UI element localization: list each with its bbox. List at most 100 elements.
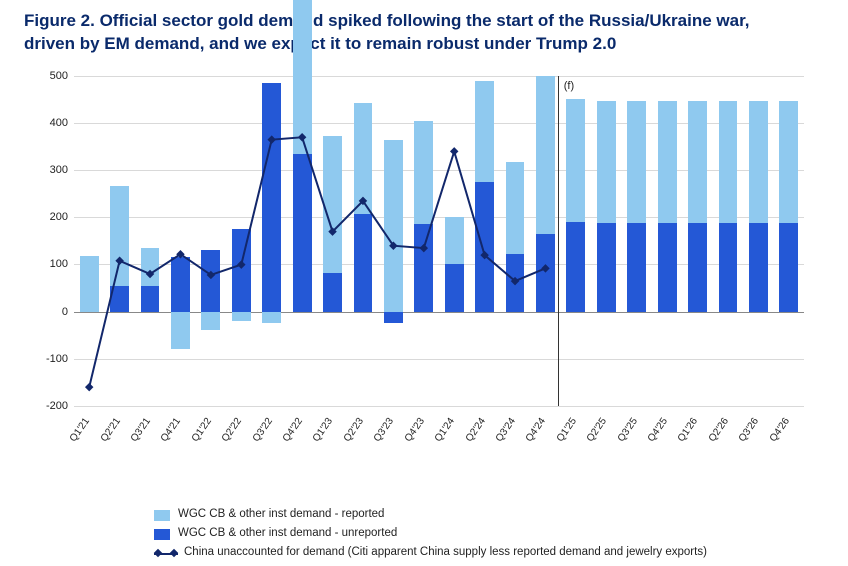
bar-group <box>749 76 768 406</box>
x-tick-label: Q2'25 <box>585 416 609 444</box>
y-axis: -200-1000100200300400500 <box>24 76 72 406</box>
bar-group <box>475 76 494 406</box>
bar-segment-reported <box>719 101 738 223</box>
bar-segment-unreported <box>658 223 677 312</box>
bar-segment-unreported <box>597 223 616 312</box>
bar-segment-unreported <box>779 223 798 312</box>
y-tick-label: 100 <box>50 258 68 270</box>
forecast-label: (f) <box>564 80 574 92</box>
legend-swatch-unreported <box>154 529 170 540</box>
bar-segment-unreported <box>749 223 768 312</box>
bar-segment-reported <box>232 312 251 321</box>
bar-segment-reported <box>293 0 312 154</box>
bar-group <box>719 76 738 406</box>
bar-segment-reported <box>627 101 646 223</box>
bar-segment-unreported <box>171 257 190 311</box>
bar-segment-unreported <box>688 223 707 312</box>
x-tick-label: Q1'25 <box>555 416 579 444</box>
bar-segment-unreported <box>506 254 525 312</box>
bar-segment-reported <box>171 312 190 350</box>
bar-segment-reported <box>566 99 585 222</box>
x-tick-label: Q4'26 <box>768 416 792 444</box>
legend-label-reported: WGC CB & other inst demand - reported <box>178 508 384 520</box>
bar-group <box>232 76 251 406</box>
x-tick-label: Q2'21 <box>98 416 122 444</box>
x-tick-label: Q4'22 <box>281 416 305 444</box>
x-tick-label: Q4'24 <box>524 416 548 444</box>
bar-group <box>597 76 616 406</box>
x-tick-label: Q1'23 <box>311 416 335 444</box>
bar-group <box>141 76 160 406</box>
bar-segment-reported <box>201 312 220 331</box>
bar-segment-unreported <box>719 223 738 312</box>
bar-segment-unreported <box>475 182 494 312</box>
legend-label-china-line: China unaccounted for demand (Citi appar… <box>184 546 707 558</box>
x-tick-label: Q3'24 <box>494 416 518 444</box>
bar-segment-reported <box>445 217 464 264</box>
y-tick-label: 400 <box>50 117 68 129</box>
bar-group <box>384 76 403 406</box>
x-tick-label: Q1'26 <box>676 416 700 444</box>
x-tick-label: Q1'22 <box>190 416 214 444</box>
x-tick-label: Q2'23 <box>342 416 366 444</box>
bar-segment-reported <box>506 162 525 254</box>
bar-segment-reported <box>384 140 403 312</box>
bar-group <box>658 76 677 406</box>
figure-container: Figure 2. Official sector gold demand sp… <box>0 0 848 566</box>
bar-segment-unreported <box>627 223 646 312</box>
x-tick-label: Q3'25 <box>615 416 639 444</box>
bar-segment-reported <box>80 256 99 312</box>
y-tick-label: 0 <box>62 306 68 318</box>
legend-item-china-line: China unaccounted for demand (Citi appar… <box>154 546 714 560</box>
bar-segment-reported <box>323 136 342 273</box>
legend-swatch-line <box>154 548 178 560</box>
x-tick-label: Q3'26 <box>737 416 761 444</box>
x-tick-label: Q4'25 <box>646 416 670 444</box>
bar-segment-unreported <box>536 234 555 312</box>
y-tick-label: 500 <box>50 70 68 82</box>
bar-segment-unreported <box>566 222 585 312</box>
x-tick-label: Q1'21 <box>68 416 92 444</box>
bar-segment-reported <box>597 101 616 223</box>
bar-group <box>262 76 281 406</box>
bar-group <box>293 76 312 406</box>
bar-segment-unreported <box>354 214 373 312</box>
bar-segment-reported <box>749 101 768 223</box>
bar-segment-unreported <box>110 286 129 312</box>
bar-segment-unreported <box>323 273 342 312</box>
bar-segment-unreported <box>201 250 220 311</box>
bar-group <box>688 76 707 406</box>
plot-area <box>74 76 804 406</box>
bar-segment-reported <box>141 248 160 286</box>
bar-group <box>566 76 585 406</box>
y-tick-label: -200 <box>46 400 68 412</box>
legend: WGC CB & other inst demand - reported WG… <box>154 508 824 560</box>
bar-segment-reported <box>110 186 129 286</box>
bar-group <box>536 76 555 406</box>
bar-segment-reported <box>688 101 707 223</box>
bar-segment-reported <box>475 81 494 182</box>
forecast-line <box>558 76 559 406</box>
bar-group <box>110 76 129 406</box>
bar-group <box>445 76 464 406</box>
chart: -200-1000100200300400500 Q1'21Q2'21Q3'21… <box>24 68 814 448</box>
x-tick-label: Q3'22 <box>250 416 274 444</box>
bar-group <box>80 76 99 406</box>
bar-segment-unreported <box>262 83 281 312</box>
legend-item-unreported: WGC CB & other inst demand - unreported <box>154 527 714 540</box>
x-tick-label: Q2'24 <box>463 416 487 444</box>
bar-group <box>506 76 525 406</box>
bar-segment-reported <box>262 312 281 324</box>
bar-group <box>323 76 342 406</box>
x-tick-label: Q3'23 <box>372 416 396 444</box>
bar-segment-unreported <box>414 224 433 311</box>
x-tick-label: Q4'23 <box>403 416 427 444</box>
x-tick-label: Q2'26 <box>707 416 731 444</box>
x-tick-label: Q2'22 <box>220 416 244 444</box>
bar-group <box>171 76 190 406</box>
bar-segment-unreported <box>445 264 464 311</box>
x-axis-labels: Q1'21Q2'21Q3'21Q4'21Q1'22Q2'22Q3'22Q4'22… <box>74 410 804 450</box>
legend-swatch-reported <box>154 510 170 521</box>
bar-group <box>627 76 646 406</box>
bar-segment-unreported <box>232 229 251 312</box>
